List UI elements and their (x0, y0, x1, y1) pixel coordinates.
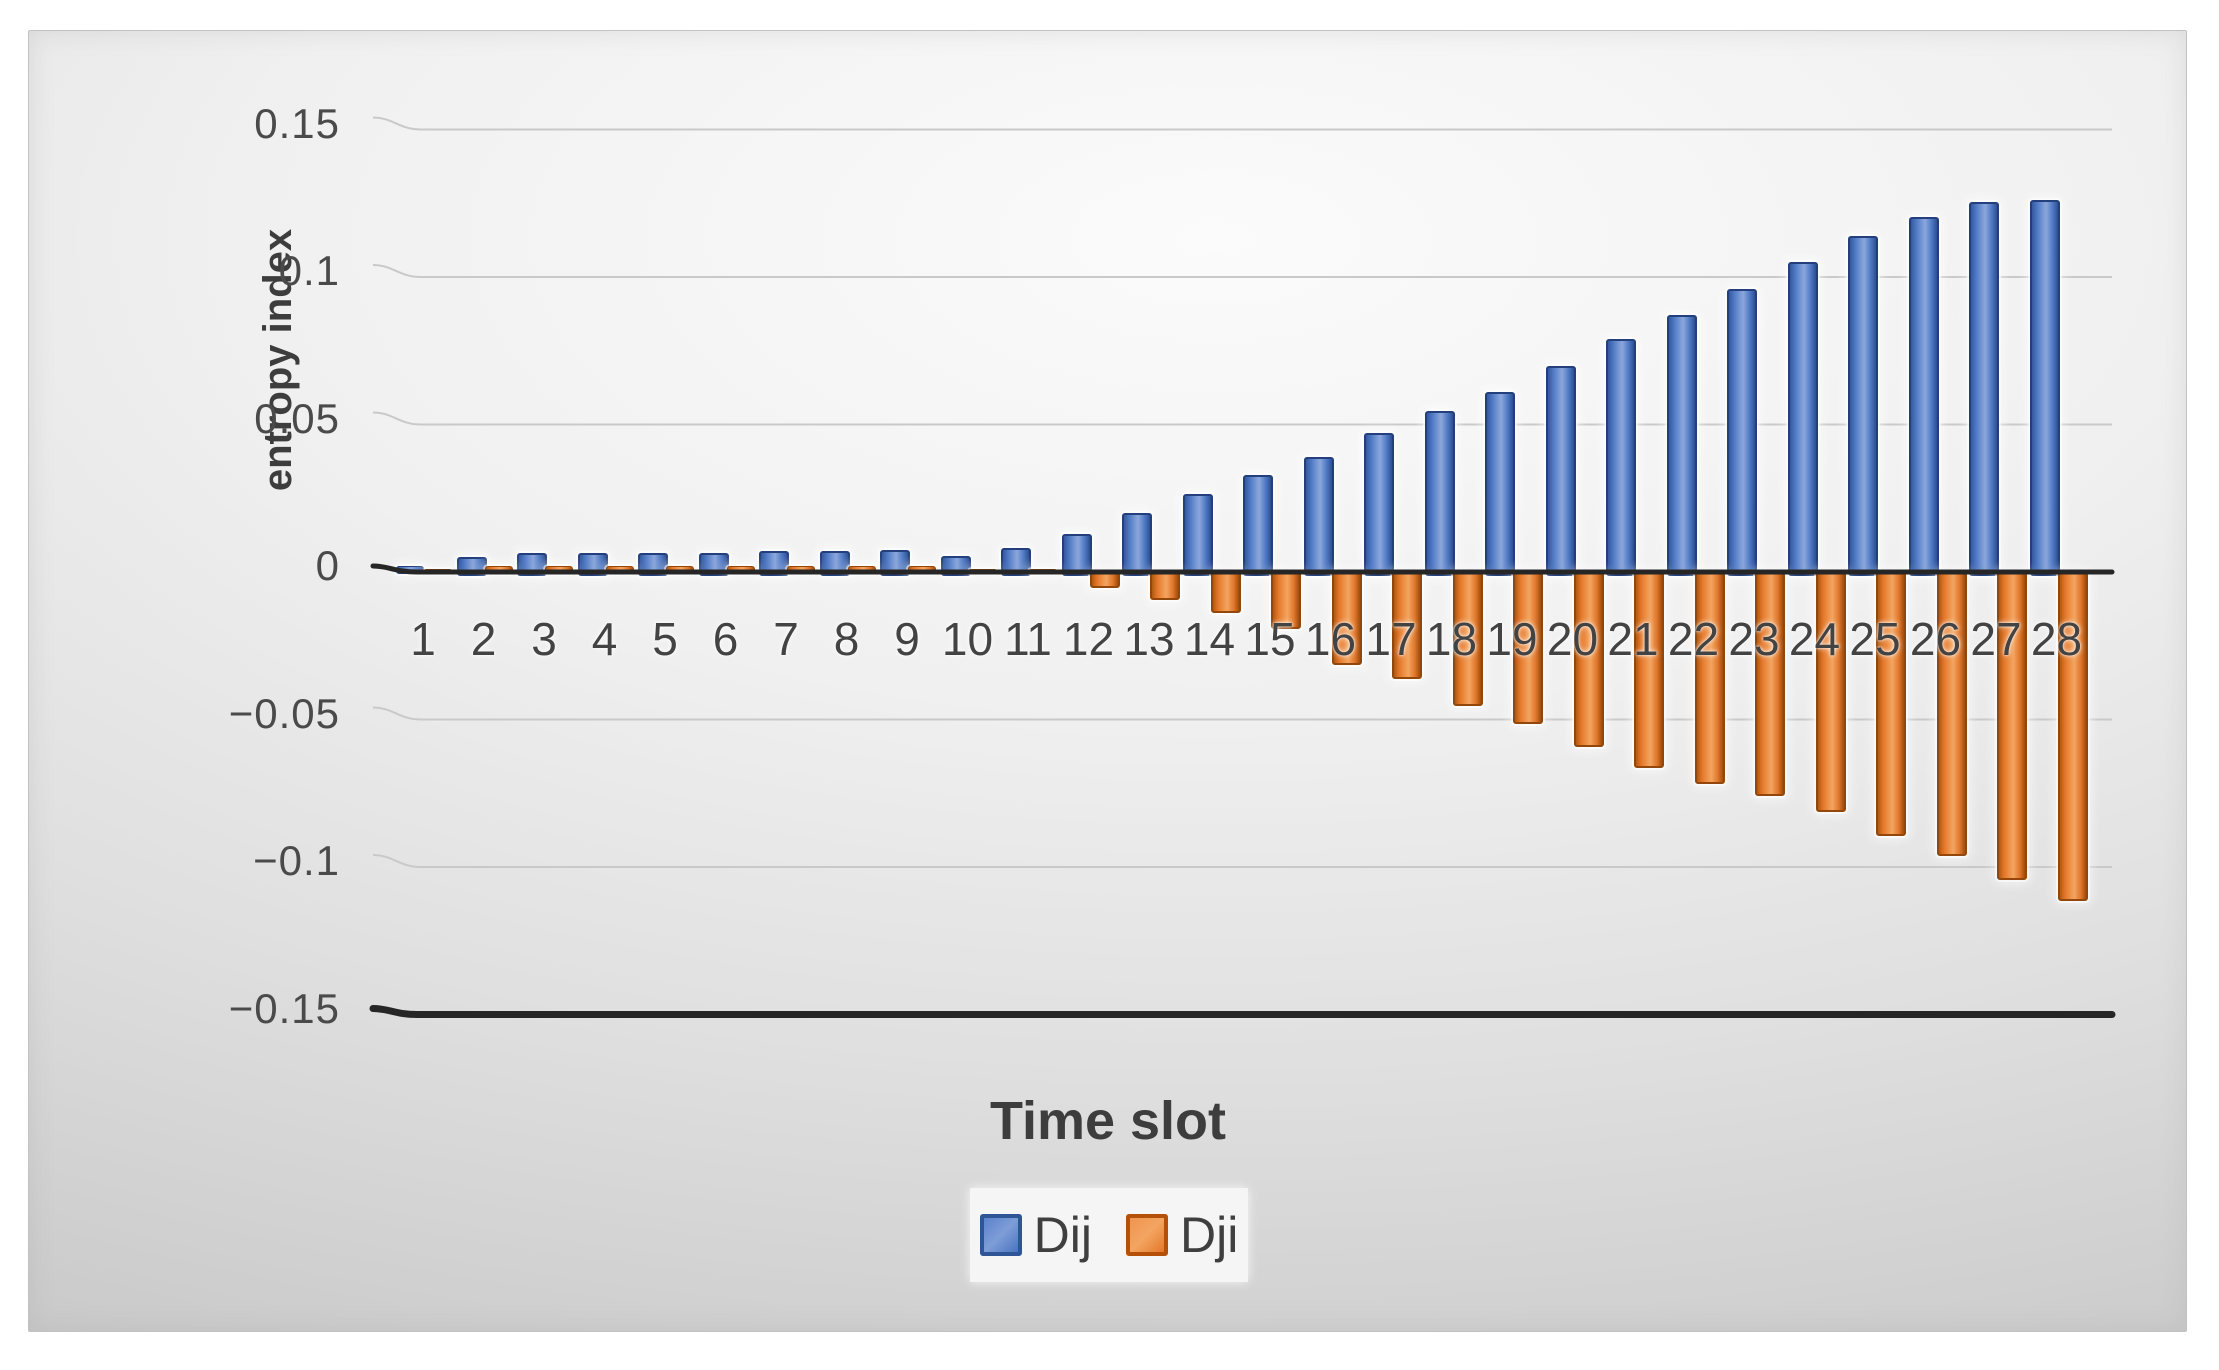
dji-bar-26 (1936, 572, 1967, 857)
dij-bar-15 (1243, 474, 1273, 576)
y-tick-label: −0.15 (228, 984, 340, 1032)
dij-bar-24 (1787, 262, 1818, 576)
bottom-axis-line (369, 1005, 2116, 1018)
x-tick-label: 5 (652, 613, 678, 665)
dji-bar-25 (1876, 572, 1906, 836)
dij-bar-20 (1545, 365, 1576, 576)
x-tick-label: 11 (1004, 613, 1052, 665)
dij-bar-22 (1666, 315, 1697, 576)
x-tick-label: 14 (1183, 613, 1236, 665)
x-tick-label: 2 (470, 613, 497, 665)
x-tick-label: 13 (1123, 613, 1175, 665)
dji-bar-21 (1634, 572, 1664, 768)
x-tick-label: 23 (1728, 613, 1780, 665)
y-axis-title: entropy index (256, 228, 300, 492)
legend-label-dji: Dji (1180, 1207, 1239, 1263)
dij-bar-27 (1969, 201, 1999, 576)
dij-bar-26 (1908, 216, 1939, 576)
x-tick-label: 24 (1788, 613, 1841, 665)
x-tick-label: 7 (773, 613, 799, 665)
dij-bar-13 (1122, 513, 1152, 576)
dij-bar-28 (2029, 200, 2060, 576)
y-tick-label: 0.1 (278, 247, 340, 294)
y-tick-label: −0.1 (253, 837, 340, 884)
x-tick-label: 27 (1970, 613, 2022, 665)
legend-item-dij: Dij (979, 1206, 1092, 1264)
y-tick-label: 0.15 (254, 99, 340, 147)
legend-swatch-dij (979, 1214, 1022, 1256)
x-tick-label: 22 (1667, 613, 1720, 665)
dij-bar-12 (1061, 533, 1092, 576)
dji-bar-23 (1755, 572, 1785, 796)
x-tick-label: 19 (1486, 613, 1538, 665)
x-tick-label: 6 (712, 613, 739, 665)
legend-swatch-dji (1126, 1214, 1168, 1256)
dji-bar-22 (1694, 572, 1725, 784)
dij-bar-21 (1606, 338, 1636, 576)
dji-bar-27 (1997, 572, 2027, 880)
dji-bar-24 (1815, 572, 1846, 812)
dji-bar-19 (1513, 572, 1543, 724)
zero-axis-line (370, 563, 2115, 575)
x-tick-label: 3 (531, 613, 557, 665)
dji-bar-17 (1392, 572, 1422, 680)
x-tick-label: 4 (591, 613, 618, 665)
legend-label-dij: Dij (1033, 1207, 1092, 1263)
gridline (372, 706, 2112, 721)
x-tick-label: 17 (1365, 613, 1417, 665)
legend: Dij Dji (970, 1188, 1248, 1282)
x-tick-label: 28 (2030, 613, 2083, 665)
x-tick-label: 1 (410, 613, 436, 665)
x-tick-label: 21 (1607, 613, 1659, 665)
dij-bar-17 (1364, 433, 1394, 576)
dij-bar-23 (1727, 288, 1757, 576)
x-tick-label: 18 (1425, 613, 1478, 665)
gridline (372, 854, 2112, 868)
gridline (372, 116, 2112, 131)
dji-bar-18 (1452, 572, 1483, 706)
y-tick-label: 0.05 (254, 394, 340, 442)
dij-bar-16 (1303, 456, 1334, 576)
gridline (372, 264, 2112, 278)
x-axis-title: Time slot (989, 1091, 1227, 1151)
dji-bar-13 (1150, 572, 1180, 600)
x-tick-label: 15 (1244, 613, 1296, 665)
x-tick-label: 8 (833, 613, 860, 665)
dij-bar-18 (1424, 411, 1455, 576)
dij-bar-25 (1848, 235, 1878, 576)
dij-bar-14 (1182, 493, 1213, 576)
x-tick-label: 9 (894, 613, 920, 665)
dji-bar-20 (1573, 572, 1604, 748)
x-tick-label: 12 (1062, 613, 1115, 665)
x-tick-label: 25 (1849, 613, 1901, 665)
dij-bar-19 (1485, 392, 1515, 576)
x-tick-label: 10 (941, 613, 994, 665)
legend-item-dji: Dji (1126, 1206, 1238, 1264)
dji-bar-28 (2057, 572, 2088, 901)
gridline (372, 411, 2112, 426)
x-tick-label: 26 (1909, 613, 1962, 665)
y-tick-label: 0 (315, 542, 340, 589)
y-tick-label: −0.05 (228, 689, 340, 737)
x-tick-label: 20 (1546, 613, 1599, 665)
x-tick-label: 16 (1304, 613, 1357, 665)
